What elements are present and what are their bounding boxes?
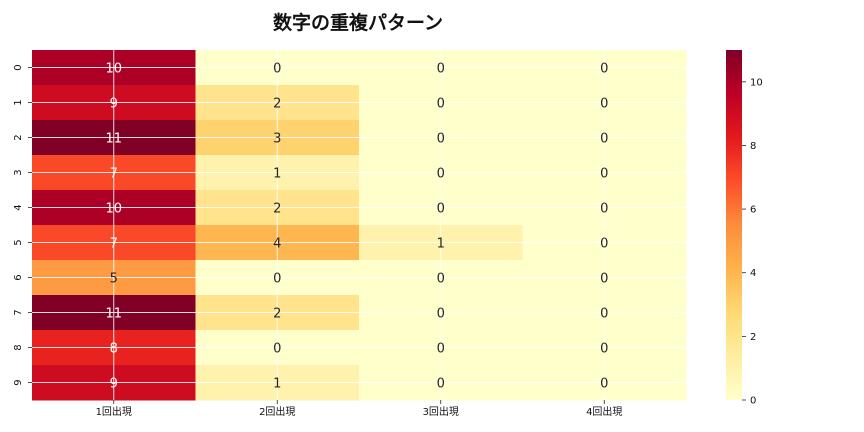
y-tick-label: 8 <box>13 344 24 350</box>
cell-value-label: 0 <box>600 202 608 217</box>
cell-value-label: 4 <box>273 237 281 252</box>
gridlines <box>32 50 686 400</box>
cell-value-label: 8 <box>110 342 118 357</box>
cell-value-label: 0 <box>437 272 445 287</box>
colorbar-tick-label: 8 <box>750 141 756 152</box>
cell-value-label: 3 <box>273 132 281 147</box>
cell-value-label: 2 <box>273 97 281 112</box>
cell-value-label: 0 <box>600 132 608 147</box>
colorbar-tick-label: 6 <box>750 205 756 216</box>
colorbar <box>726 50 742 400</box>
y-tick-label: 7 <box>13 309 24 315</box>
cell-value-label: 7 <box>110 167 118 182</box>
cell-value-label: 0 <box>437 62 445 77</box>
cell-value-label: 1 <box>273 377 281 392</box>
cell-value-label: 0 <box>600 237 608 252</box>
cell-value-label: 9 <box>110 377 118 392</box>
cell-value-label: 0 <box>437 132 445 147</box>
colorbar-tick-label: 2 <box>750 332 756 343</box>
y-tick-label: 1 <box>13 99 24 105</box>
y-tick-label: 9 <box>13 379 24 385</box>
cell-value-label: 0 <box>437 97 445 112</box>
colorbar-tick-label: 10 <box>750 77 763 88</box>
cell-value-label: 0 <box>600 62 608 77</box>
x-tick-label: 4回出現 <box>586 405 622 418</box>
colorbar-tick-label: 0 <box>750 396 756 407</box>
cell-value-label: 0 <box>437 342 445 357</box>
cell-value-label: 1 <box>273 167 281 182</box>
x-tick-label: 1回出現 <box>96 405 132 418</box>
cell-value-label: 0 <box>273 342 281 357</box>
cell-value-label: 0 <box>600 342 608 357</box>
cell-value-label: 0 <box>437 377 445 392</box>
x-tick-label: 3回出現 <box>423 405 459 418</box>
x-axis-ticks: 1回出現 2回出現 3回出現 4回出現 <box>96 400 622 418</box>
cell-value-label: 0 <box>600 97 608 112</box>
x-tick-label: 2回出現 <box>259 405 295 418</box>
cell-value-label: 11 <box>105 307 122 322</box>
cell-value-label: 10 <box>105 202 122 217</box>
cell-value-label: 0 <box>600 377 608 392</box>
cell-value-label: 10 <box>105 62 122 77</box>
y-axis-ticks: 0 1 2 3 4 5 6 7 8 9 <box>13 64 32 386</box>
chart-title: 数字の重複パターン <box>273 11 443 34</box>
cell-value-label: 0 <box>437 307 445 322</box>
y-tick-label: 3 <box>13 169 24 175</box>
cell-value-label: 1 <box>437 237 445 252</box>
cell-value-label: 0 <box>273 62 281 77</box>
cell-value-label: 0 <box>600 307 608 322</box>
y-tick-label: 6 <box>13 274 24 280</box>
cell-value-label: 0 <box>273 272 281 287</box>
cell-value-label: 11 <box>105 132 122 147</box>
cell-value-label: 2 <box>273 307 281 322</box>
colorbar-ticks: 0 2 4 6 8 10 <box>742 77 763 407</box>
cell-value-label: 5 <box>110 272 118 287</box>
cell-labels: 10 0 0 09 2 0 011 3 0 07 1 0 010 2 0 07 4 1 05 0 0 011 2 0 08 0 0 0… <box>105 62 608 392</box>
cell-value-label: 7 <box>110 237 118 252</box>
y-tick-label: 0 <box>13 64 24 70</box>
cell-value-label: 2 <box>273 202 281 217</box>
cell-value-label: 0 <box>600 272 608 287</box>
cell-value-label: 0 <box>437 167 445 182</box>
y-tick-label: 4 <box>13 204 24 210</box>
colorbar-tick-label: 4 <box>750 268 756 279</box>
y-tick-label: 2 <box>13 134 24 140</box>
y-tick-label: 5 <box>13 239 24 245</box>
cell-value-label: 0 <box>600 167 608 182</box>
cell-value-label: 0 <box>437 202 445 217</box>
cell-value-label: 9 <box>110 97 118 112</box>
